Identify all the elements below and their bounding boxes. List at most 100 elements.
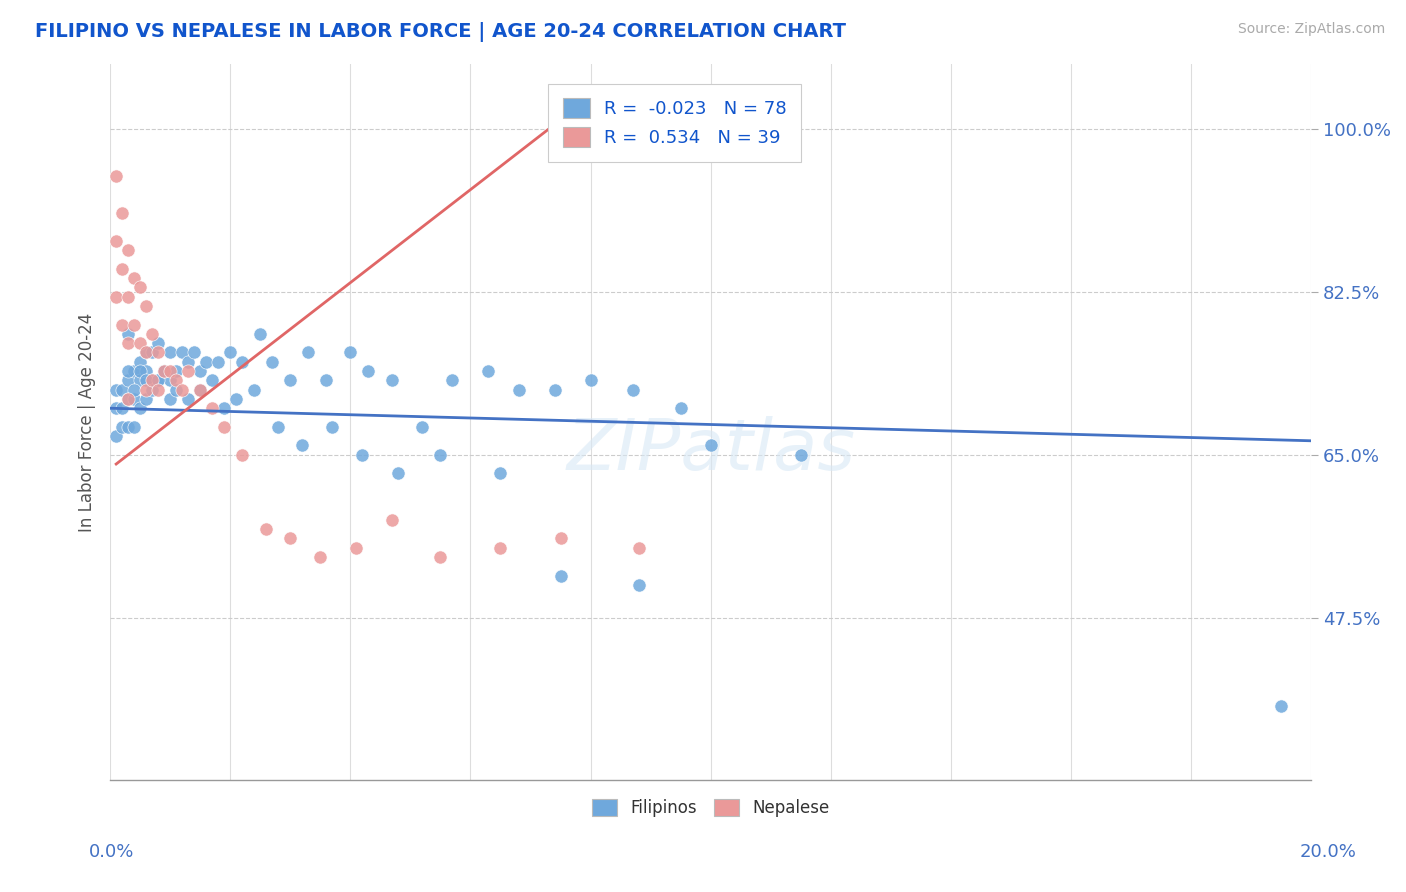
Point xyxy=(111,420,134,434)
Point xyxy=(129,355,152,369)
Point xyxy=(543,383,565,397)
Point xyxy=(225,392,247,406)
Point xyxy=(344,541,367,555)
Point xyxy=(1270,698,1292,713)
Point xyxy=(105,169,128,183)
Point xyxy=(579,373,602,387)
Point xyxy=(122,271,145,285)
Point xyxy=(165,373,187,387)
Point xyxy=(135,345,157,359)
Point xyxy=(291,438,314,452)
Point xyxy=(117,420,139,434)
Point xyxy=(153,364,176,378)
Point xyxy=(243,383,266,397)
Point xyxy=(111,261,134,276)
Point xyxy=(129,373,152,387)
Point xyxy=(159,392,181,406)
Text: FILIPINO VS NEPALESE IN LABOR FORCE | AGE 20-24 CORRELATION CHART: FILIPINO VS NEPALESE IN LABOR FORCE | AG… xyxy=(35,22,846,42)
Point xyxy=(315,373,337,387)
Point xyxy=(195,355,218,369)
Point xyxy=(111,206,134,220)
Point xyxy=(105,383,128,397)
Point xyxy=(262,355,284,369)
Point xyxy=(148,383,170,397)
Point xyxy=(489,541,512,555)
Point xyxy=(411,420,433,434)
Point xyxy=(188,364,211,378)
Point xyxy=(188,383,211,397)
Point xyxy=(297,345,319,359)
Text: 0.0%: 0.0% xyxy=(89,843,134,861)
Point xyxy=(249,326,271,341)
Point xyxy=(441,373,464,387)
Point xyxy=(111,383,134,397)
Point xyxy=(135,364,157,378)
Point xyxy=(381,373,404,387)
Point xyxy=(321,420,343,434)
Point xyxy=(122,420,145,434)
Point xyxy=(429,448,451,462)
Point xyxy=(231,355,253,369)
Point xyxy=(381,513,404,527)
Point xyxy=(790,448,813,462)
Point xyxy=(357,364,380,378)
Point xyxy=(105,234,128,248)
Point xyxy=(201,401,224,416)
Point xyxy=(177,355,200,369)
Point xyxy=(148,336,170,351)
Point xyxy=(669,401,692,416)
Point xyxy=(117,392,139,406)
Point xyxy=(135,299,157,313)
Text: ZIPatlas: ZIPatlas xyxy=(567,417,855,485)
Text: 20.0%: 20.0% xyxy=(1301,843,1357,861)
Point xyxy=(177,364,200,378)
Point xyxy=(621,383,644,397)
Point xyxy=(153,364,176,378)
Point xyxy=(117,364,139,378)
Point xyxy=(387,467,409,481)
Point xyxy=(231,448,253,462)
Point xyxy=(159,345,181,359)
Point xyxy=(309,550,332,565)
Point xyxy=(122,318,145,332)
Point xyxy=(141,345,163,359)
Point xyxy=(148,345,170,359)
Point xyxy=(129,336,152,351)
Point xyxy=(201,373,224,387)
Point xyxy=(159,364,181,378)
Point xyxy=(111,401,134,416)
Point xyxy=(117,336,139,351)
Point xyxy=(177,392,200,406)
Point xyxy=(214,420,236,434)
Legend: Filipinos, Nepalese: Filipinos, Nepalese xyxy=(583,791,838,826)
Point xyxy=(489,467,512,481)
Point xyxy=(254,522,277,536)
Point xyxy=(699,438,721,452)
Point xyxy=(477,364,499,378)
Point xyxy=(429,550,451,565)
Point xyxy=(122,383,145,397)
Point xyxy=(105,290,128,304)
Point xyxy=(117,290,139,304)
Point xyxy=(278,532,301,546)
Point xyxy=(141,373,163,387)
Point xyxy=(188,383,211,397)
Point xyxy=(165,364,187,378)
Point xyxy=(207,355,229,369)
Point xyxy=(172,383,194,397)
Point xyxy=(278,373,301,387)
Point xyxy=(627,578,650,592)
Point xyxy=(183,345,205,359)
Point xyxy=(122,364,145,378)
Point xyxy=(172,345,194,359)
Point xyxy=(219,345,242,359)
Point xyxy=(159,373,181,387)
Point xyxy=(141,373,163,387)
Point xyxy=(117,326,139,341)
Point xyxy=(550,568,572,582)
Point xyxy=(122,392,145,406)
Point xyxy=(117,373,139,387)
Y-axis label: In Labor Force | Age 20-24: In Labor Force | Age 20-24 xyxy=(79,312,96,532)
Point xyxy=(117,392,139,406)
Point xyxy=(153,364,176,378)
